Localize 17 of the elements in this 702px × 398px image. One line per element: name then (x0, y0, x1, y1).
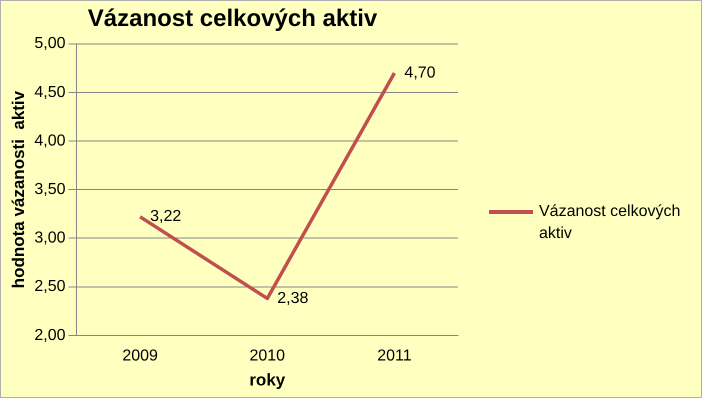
y-tick-label: 4,00 (34, 132, 66, 150)
x-tick-label: 2010 (249, 347, 286, 364)
data-label: 4,70 (404, 64, 436, 82)
x-tick-label: 2011 (377, 347, 412, 364)
data-label: 3,22 (150, 208, 182, 226)
legend-label: Vázanost celkových aktiv (539, 202, 682, 244)
x-tick-label: 2009 (122, 347, 158, 364)
y-axis-title: hodnota vázanosti aktiv (8, 90, 28, 288)
chart-title: Vázanost celkových aktiv (88, 5, 378, 32)
y-tick-label: 3,50 (34, 181, 66, 198)
y-tick-label: 2,50 (34, 278, 66, 296)
y-tick-label: 2,00 (34, 326, 66, 344)
data-label: 2,38 (277, 290, 309, 307)
x-axis-title: roky (249, 370, 286, 390)
y-tick-label: 5,00 (34, 35, 66, 52)
y-tick-label: 4,50 (34, 84, 66, 101)
y-tick-label: 3,00 (34, 230, 66, 247)
